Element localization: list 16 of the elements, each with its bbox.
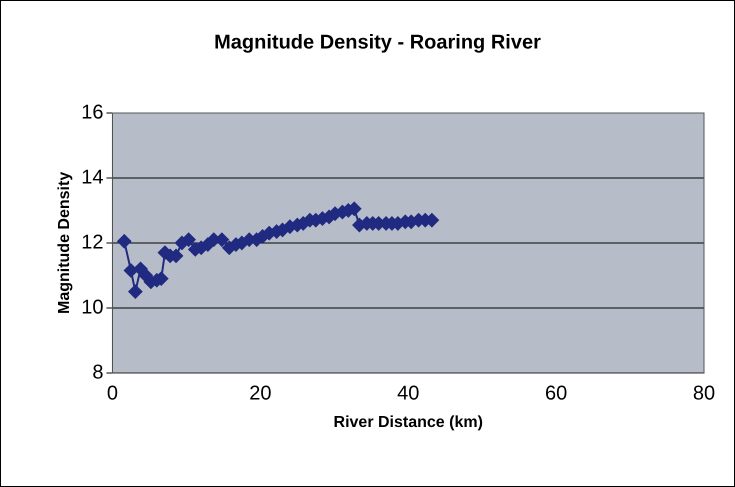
y-tick-label: 10	[81, 296, 104, 318]
x-axis-title: River Distance (km)	[334, 414, 483, 431]
y-tick-label: 16	[81, 102, 104, 124]
y-tick-label: 14	[81, 166, 104, 188]
x-tick-label: 80	[692, 382, 716, 404]
y-tick-label: 8	[92, 361, 104, 384]
x-tick-label: 20	[249, 382, 272, 404]
x-tick-label: 60	[544, 382, 568, 404]
x-tick-label: 40	[397, 382, 420, 404]
chart-title: Magnitude Density - Roaring River	[214, 32, 542, 54]
point	[117, 234, 132, 248]
point	[128, 284, 142, 299]
x-tick-label: 0	[106, 382, 118, 404]
y-axis-title: Magnitude Density	[56, 172, 74, 314]
y-tick-label: 12	[81, 231, 104, 254]
point	[182, 232, 196, 247]
